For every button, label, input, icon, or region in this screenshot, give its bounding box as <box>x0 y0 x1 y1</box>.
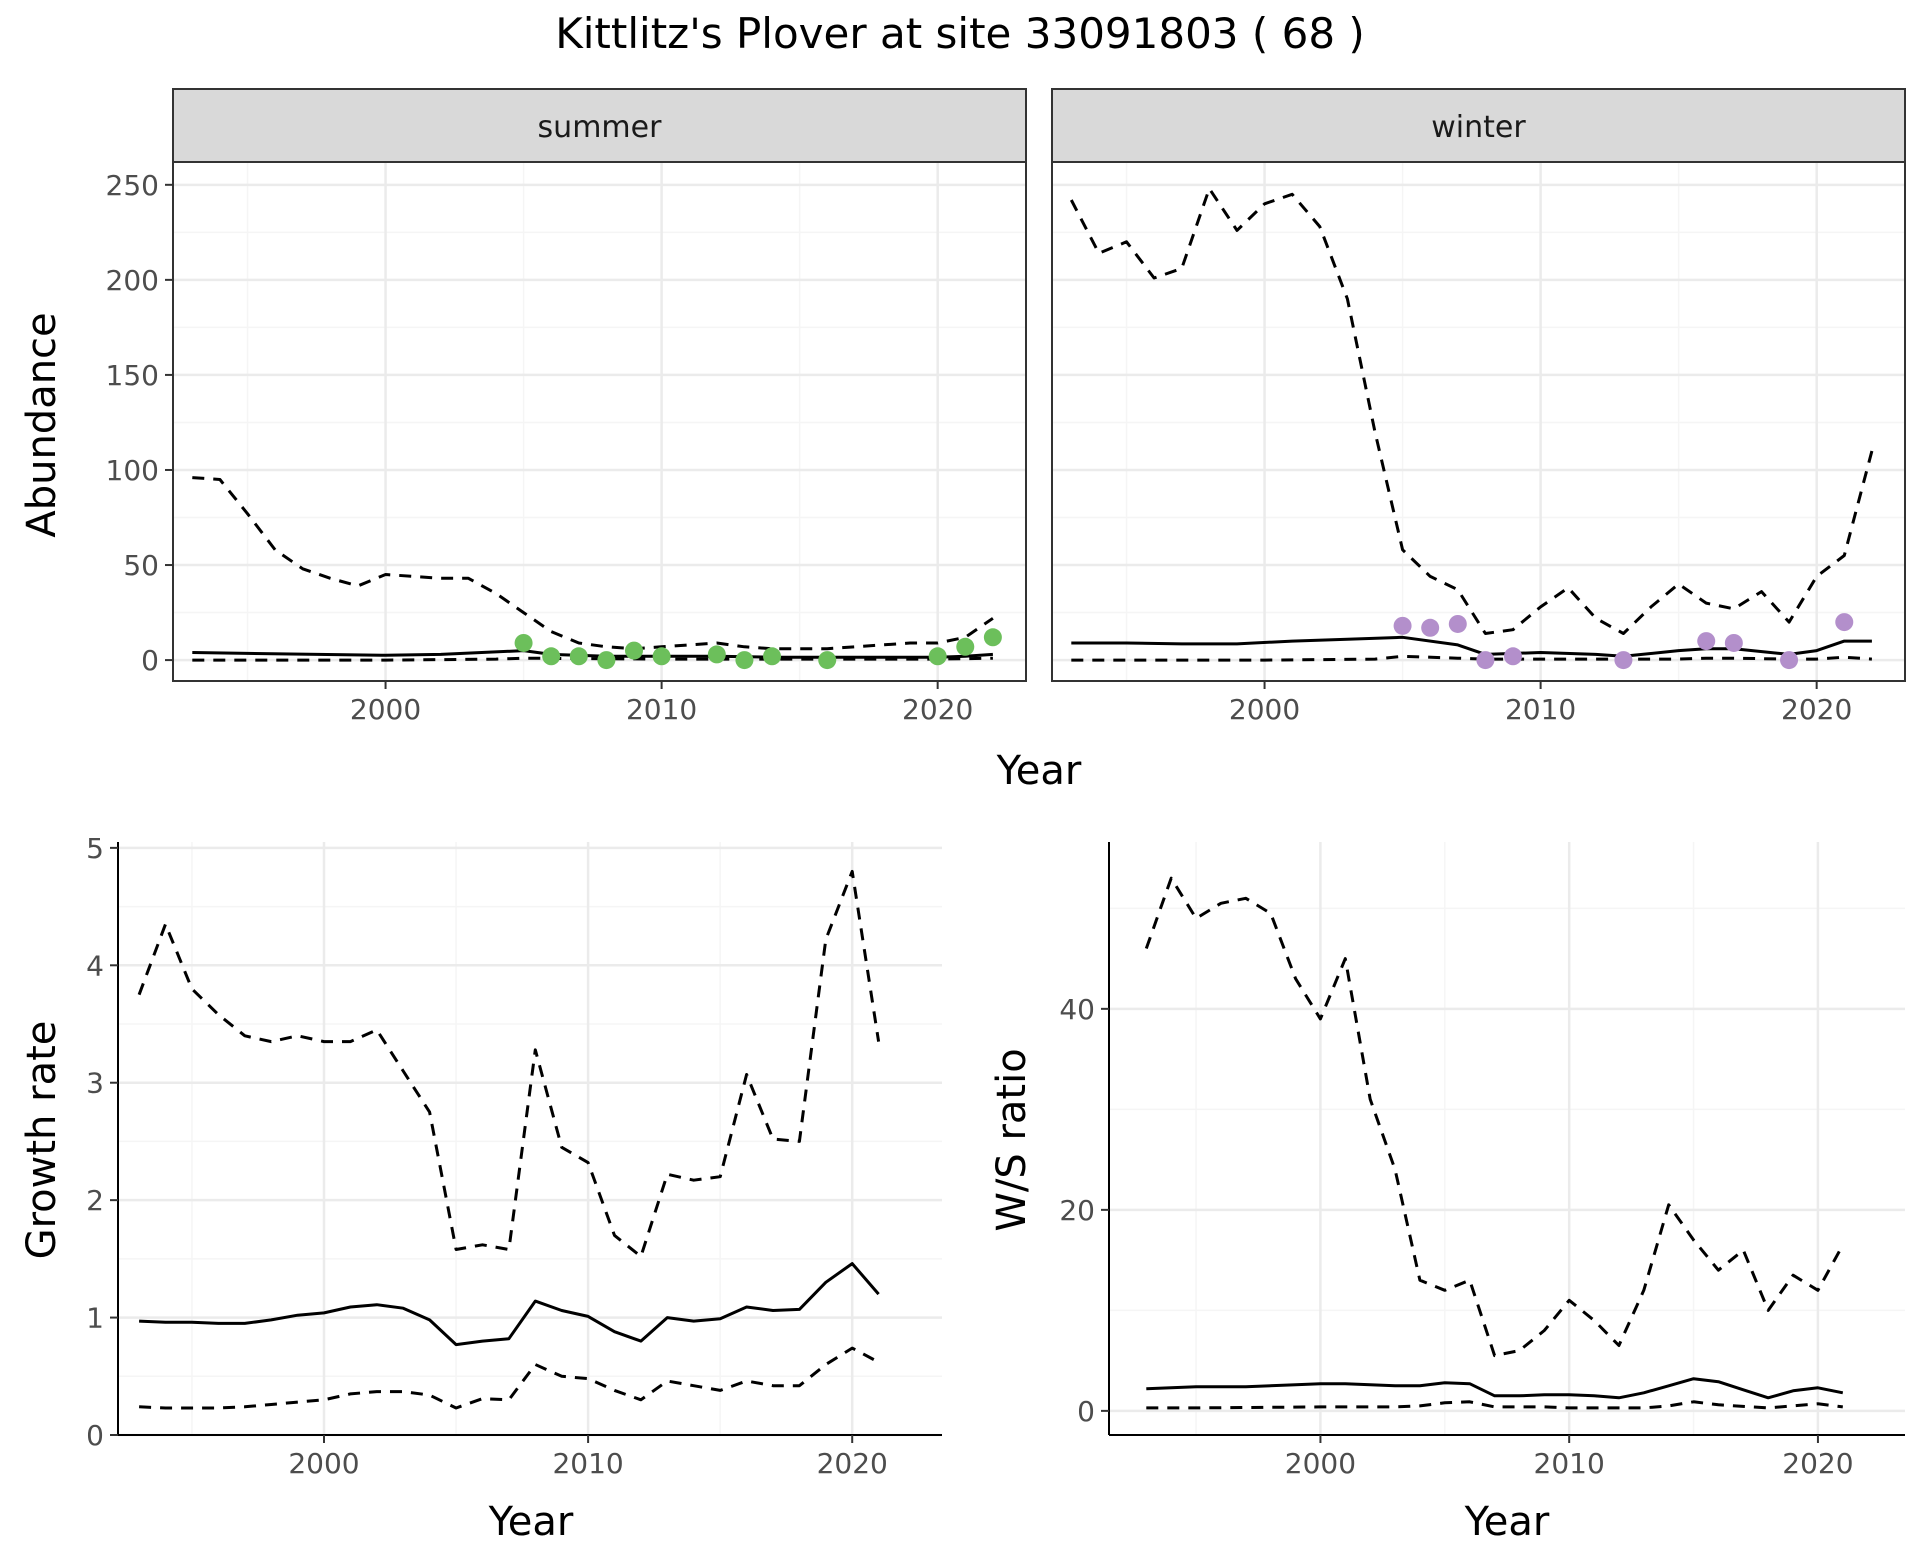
observed-point <box>1697 632 1716 651</box>
x-tick-label: 2000 <box>1229 693 1300 726</box>
y-tick-label: 5 <box>86 832 104 865</box>
y-tick-label: 0 <box>86 1419 104 1452</box>
panel-background <box>1052 162 1905 681</box>
observed-point <box>956 637 975 656</box>
top-x-axis-title: Year <box>996 748 1082 794</box>
y-tick-label: 0 <box>141 644 159 677</box>
observed-point <box>1448 614 1467 633</box>
observed-point <box>1780 651 1799 670</box>
growth-y-axis-title: Growth rate <box>19 1021 65 1260</box>
y-tick-label: 20 <box>1059 1194 1095 1227</box>
summer-panel: 2000 2010 2020 0 50 100 150 200 250 <box>106 161 1027 726</box>
lower-line <box>192 656 993 662</box>
observed-point <box>1835 613 1854 632</box>
x-tick-label: 2010 <box>552 1447 623 1480</box>
x-tick-label: 2020 <box>1781 693 1852 726</box>
strip-winter-label: winter <box>1431 110 1526 145</box>
growth-x-axis-title: Year <box>488 1499 574 1545</box>
observed-point <box>983 628 1002 647</box>
y-tick-label: 0 <box>1077 1395 1095 1428</box>
observed-point <box>542 647 561 666</box>
upper-line <box>1069 187 1874 635</box>
strip-summer-background <box>172 88 1027 163</box>
observed-point <box>597 651 616 670</box>
upper-line <box>1144 876 1845 1358</box>
x-tick-label: 2010 <box>1534 1447 1605 1480</box>
panel-background <box>118 842 942 1435</box>
panel-background <box>173 162 1026 681</box>
top-y-axis-title: Abundance <box>19 312 65 537</box>
observed-point <box>1724 633 1743 652</box>
estimate-line <box>1146 1377 1844 1400</box>
y-tick-label: 150 <box>106 359 159 392</box>
observed-point <box>569 647 588 666</box>
observed-point <box>625 641 644 660</box>
top-strip-summer: summer <box>172 88 1027 163</box>
y-tick-label: 200 <box>106 264 159 297</box>
y-tick-label: 4 <box>86 949 104 982</box>
ws-ratio-panel: 2000 2010 2020 0 20 40 <box>1059 842 1905 1480</box>
top-strip-winter: winter <box>1051 88 1906 163</box>
y-tick-label: 1 <box>86 1302 104 1335</box>
observed-point <box>1476 651 1495 670</box>
x-tick-label: 2020 <box>1782 1447 1853 1480</box>
observed-point <box>652 647 671 666</box>
upper-line <box>192 476 994 651</box>
y-tick-label: 2 <box>86 1184 104 1217</box>
ratio-y-axis-title: W/S ratio <box>989 1048 1035 1231</box>
figure-title: Kittlitz's Plover at site 33091803 ( 68 … <box>555 9 1365 58</box>
observed-point <box>1393 616 1412 635</box>
x-tick-label: 2000 <box>350 693 421 726</box>
observed-point <box>1421 618 1440 637</box>
y-tick-label: 250 <box>106 169 159 202</box>
y-tick-label: 100 <box>106 454 159 487</box>
x-tick-label: 2000 <box>288 1447 359 1480</box>
x-tick-label: 2000 <box>1285 1447 1356 1480</box>
lower-line <box>1146 1400 1843 1410</box>
observed-point <box>514 633 533 652</box>
observed-point <box>707 645 726 664</box>
strip-summer-label: summer <box>538 110 663 145</box>
y-tick-label: 40 <box>1059 993 1095 1026</box>
x-tick-label: 2010 <box>626 693 697 726</box>
panel-background <box>1109 842 1905 1435</box>
y-tick-label: 50 <box>123 549 159 582</box>
estimate-line <box>139 1262 880 1347</box>
observed-point <box>1504 647 1523 666</box>
x-tick-label: 2020 <box>817 1447 888 1480</box>
x-tick-label: 2020 <box>902 693 973 726</box>
strip-winter-background <box>1051 88 1906 163</box>
upper-line <box>137 869 881 1258</box>
winter-panel: 2000 2010 2020 <box>1051 161 1906 726</box>
lower-line <box>1071 654 1873 662</box>
observed-point <box>735 651 754 670</box>
observed-point <box>928 647 947 666</box>
lower-line <box>139 1346 880 1410</box>
observed-point <box>1614 651 1633 670</box>
observed-point <box>763 647 782 666</box>
growth-rate-panel: 2000 2010 2020 0 1 2 3 4 5 <box>86 832 942 1480</box>
observed-point <box>818 651 837 670</box>
y-tick-label: 3 <box>86 1067 104 1100</box>
ratio-x-axis-title: Year <box>1464 1499 1550 1545</box>
x-tick-label: 2010 <box>1505 693 1576 726</box>
